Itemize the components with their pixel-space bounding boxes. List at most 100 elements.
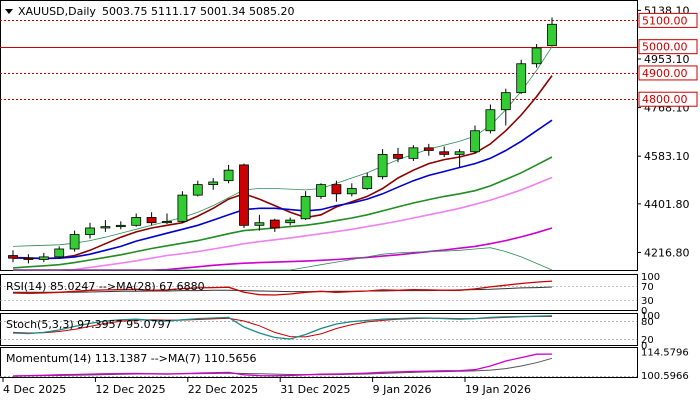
candle[interactable] <box>346 183 357 197</box>
candles-layer <box>8 17 557 264</box>
momentum-line <box>12 353 553 377</box>
candle[interactable] <box>423 143 434 156</box>
candle[interactable] <box>454 149 465 168</box>
candle[interactable] <box>439 146 450 158</box>
candle[interactable] <box>531 44 542 68</box>
candle-body <box>470 130 480 153</box>
candle[interactable] <box>377 149 388 180</box>
scale-label: 80 <box>641 317 654 328</box>
ma-line-2 <box>12 156 553 269</box>
candle[interactable] <box>54 246 65 259</box>
rsi-title: RSI(14) 85.0247 -->MA(28) 67.6880 <box>6 280 205 293</box>
scale-label: 100 <box>641 272 660 283</box>
candle-body <box>38 256 49 260</box>
candle[interactable] <box>223 164 234 184</box>
price-tick-label: 4953.10 <box>644 53 690 66</box>
candle[interactable] <box>393 147 403 163</box>
time-axis[interactable]: 4 Dec 2025 12 Dec 2025 22 Dec 2025 31 Dec 2… <box>2 378 531 396</box>
time-tick-label: 12 Dec 2025 <box>95 383 165 396</box>
time-tick-label: 31 Dec 2025 <box>280 383 350 396</box>
rsi-lines <box>0 280 637 301</box>
level-price-label: 4900.00 <box>642 67 688 80</box>
ohlc-label: 5003.75 5111.17 5001.34 5085.20 <box>102 5 294 18</box>
candle[interactable] <box>300 191 311 221</box>
candle-body <box>316 184 326 197</box>
candle-body <box>146 217 157 224</box>
price-scale[interactable]: 5138.104953.104768.104583.104401.804216.… <box>637 4 698 259</box>
ma-line-3 <box>13 176 553 271</box>
candle-body <box>346 188 357 195</box>
level-price-box <box>638 65 698 81</box>
candle-body <box>362 176 373 189</box>
candle-body <box>269 219 280 229</box>
candle[interactable] <box>208 178 219 190</box>
candle-body <box>516 63 527 94</box>
band-upper-line <box>12 46 553 247</box>
candle-body <box>547 23 557 47</box>
stoch-main-line <box>12 315 553 340</box>
symbol-label: XAUUSD,Daily <box>18 5 96 18</box>
candle[interactable] <box>470 125 480 154</box>
momentum-title: Momentum(14) 113.1387 -->MA(7) 110.5656 <box>6 352 256 365</box>
level-price-label: 4800.00 <box>642 93 688 106</box>
candle-body <box>423 147 434 151</box>
candle-body <box>100 226 111 229</box>
candle[interactable] <box>269 218 280 232</box>
candle[interactable] <box>8 250 18 263</box>
candle[interactable] <box>362 172 373 190</box>
candle[interactable] <box>485 104 496 134</box>
triangle-down-icon[interactable] <box>5 9 13 14</box>
candle-body <box>23 257 34 260</box>
candle-body <box>254 222 265 226</box>
candle-body <box>331 184 342 195</box>
moving-averages-layer <box>12 46 553 271</box>
candle[interactable] <box>162 213 172 225</box>
candle[interactable] <box>408 145 419 161</box>
candle-body <box>8 255 18 259</box>
scale-label: 0 <box>641 306 647 317</box>
candle[interactable] <box>85 222 95 239</box>
candle[interactable] <box>239 163 249 228</box>
level-price-box <box>638 39 698 55</box>
main-chart-panel[interactable] <box>0 0 638 271</box>
time-tick-label: 19 Jan 2026 <box>465 383 531 396</box>
price-tick-label: 4216.80 <box>644 246 690 259</box>
ma-line-1 <box>12 119 553 260</box>
momentum-scale: 114.5796 100.5966 <box>641 348 689 383</box>
candle-body <box>393 153 403 159</box>
level-price-box <box>638 12 698 28</box>
candle[interactable] <box>331 180 342 202</box>
candle[interactable] <box>316 183 326 200</box>
candle[interactable] <box>131 213 142 227</box>
candle-body <box>192 184 203 196</box>
rsi-line <box>12 280 553 296</box>
candle-body <box>177 194 188 222</box>
scale-label: 114.5796 <box>641 348 689 359</box>
candle[interactable] <box>192 180 203 197</box>
candle-body <box>377 153 388 178</box>
candle[interactable] <box>23 254 34 264</box>
candle-body <box>300 196 311 220</box>
price-tick-label: 4401.80 <box>644 198 690 211</box>
candle[interactable] <box>177 191 188 223</box>
rsi-panel[interactable] <box>0 274 638 311</box>
candle[interactable] <box>285 217 296 226</box>
candle[interactable] <box>69 230 80 252</box>
candle[interactable] <box>254 214 265 231</box>
candle[interactable] <box>500 88 511 126</box>
candle[interactable] <box>115 221 126 230</box>
candle-body <box>454 151 465 155</box>
candle[interactable] <box>547 17 557 47</box>
momentum-panel[interactable] <box>0 347 638 378</box>
candle[interactable] <box>38 252 49 263</box>
candle[interactable] <box>146 212 157 226</box>
candle[interactable] <box>516 59 527 94</box>
momentum-ma-line <box>13 357 553 377</box>
candle[interactable] <box>100 220 111 232</box>
candle-body <box>531 47 542 65</box>
scale-label: 100.5966 <box>641 371 689 382</box>
